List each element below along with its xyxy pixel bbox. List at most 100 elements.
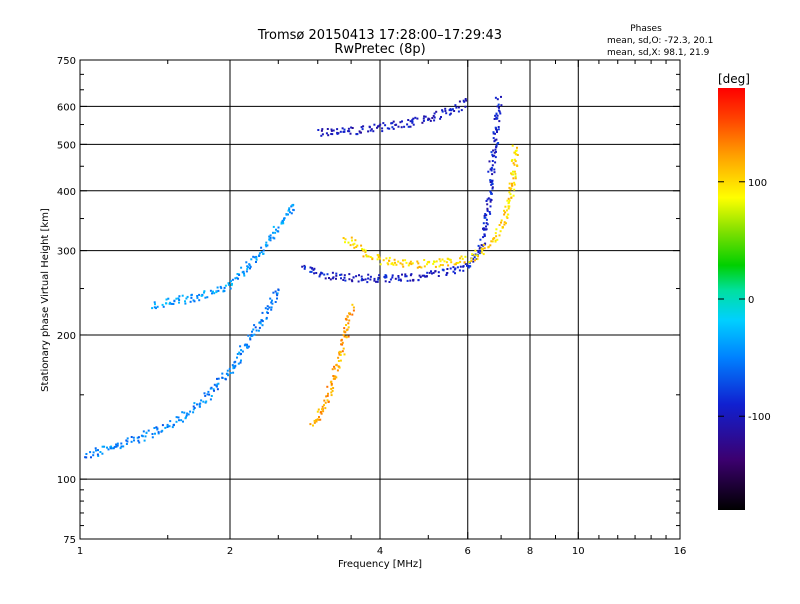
data-point [508,182,511,185]
data-point [161,303,164,306]
data-points [84,95,519,459]
data-point [424,275,427,278]
data-point [481,249,484,252]
data-point [378,124,381,127]
data-point [216,377,218,380]
data-point [330,128,333,131]
data-point [196,296,199,299]
data-point [450,109,453,112]
data-point [272,231,274,234]
data-point [206,393,209,396]
data-point [409,125,412,128]
data-point [168,302,171,305]
data-point [412,123,415,126]
data-point [471,253,474,256]
data-point [376,254,379,256]
data-point [480,251,483,254]
data-point [376,280,379,283]
data-point [332,129,335,132]
data-point [213,383,216,386]
data-point [397,275,400,277]
data-point [276,294,279,297]
data-point [332,375,335,377]
data-point [237,362,240,365]
data-point [486,198,489,201]
data-point [344,335,347,338]
data-point [490,166,493,169]
data-point [423,265,426,268]
data-point [417,262,420,265]
y-tick-label: 400 [57,187,76,198]
data-point [265,241,268,244]
data-point [326,394,329,397]
data-point [393,258,396,261]
chart-subtitle: RwPretec (8p) [334,42,425,57]
data-point [161,424,164,427]
data-point [372,130,375,133]
data-point [378,257,381,260]
data-point [318,275,321,278]
data-point [485,214,488,217]
data-point [353,246,356,249]
data-point [336,128,339,131]
data-point [377,254,380,257]
data-point [211,292,213,295]
data-point [236,356,238,359]
data-point [369,275,372,278]
data-point [244,343,247,346]
data-point [486,203,489,206]
data-point [281,220,284,223]
data-point [486,223,489,226]
chart-title: Tromsø 20150413 17:28:00–17:29:43 [257,28,502,43]
data-point [495,228,498,231]
data-point [138,441,141,444]
data-point [95,449,97,452]
data-point [330,384,333,387]
data-point [458,269,461,272]
data-point [236,353,239,355]
data-point [460,109,463,112]
data-point [269,239,272,242]
data-point [404,275,407,278]
data-point [428,271,431,274]
data-point [399,278,402,281]
data-point [401,273,403,276]
data-point [385,274,388,277]
data-point [349,132,352,135]
data-point [220,287,223,290]
data-point [382,122,385,125]
data-point [432,271,435,274]
data-point [360,244,363,247]
data-point [493,171,496,174]
data-point [441,264,444,267]
data-point [500,95,502,98]
data-point [271,302,274,305]
data-point [192,405,195,408]
colorbar-tick-label: 0 [748,295,754,306]
data-point [489,168,492,171]
data-point [386,262,389,265]
data-point [498,224,501,226]
data-point [343,353,346,356]
x-tick-label: 2 [227,546,233,557]
data-point [262,252,265,255]
data-point [332,387,335,389]
data-point [231,282,233,285]
data-point [317,129,320,131]
data-point [423,274,426,277]
data-point [464,263,467,265]
data-point [321,408,323,411]
data-point [333,377,336,380]
data-point [217,289,220,292]
data-point [356,133,359,136]
data-point [514,172,517,175]
data-point [378,274,381,277]
data-point [339,359,342,362]
data-point [484,216,487,219]
data-point [221,372,224,375]
data-point [482,253,485,256]
data-point [324,407,327,410]
data-point [513,170,516,173]
data-point [492,131,495,134]
data-point [272,291,275,294]
